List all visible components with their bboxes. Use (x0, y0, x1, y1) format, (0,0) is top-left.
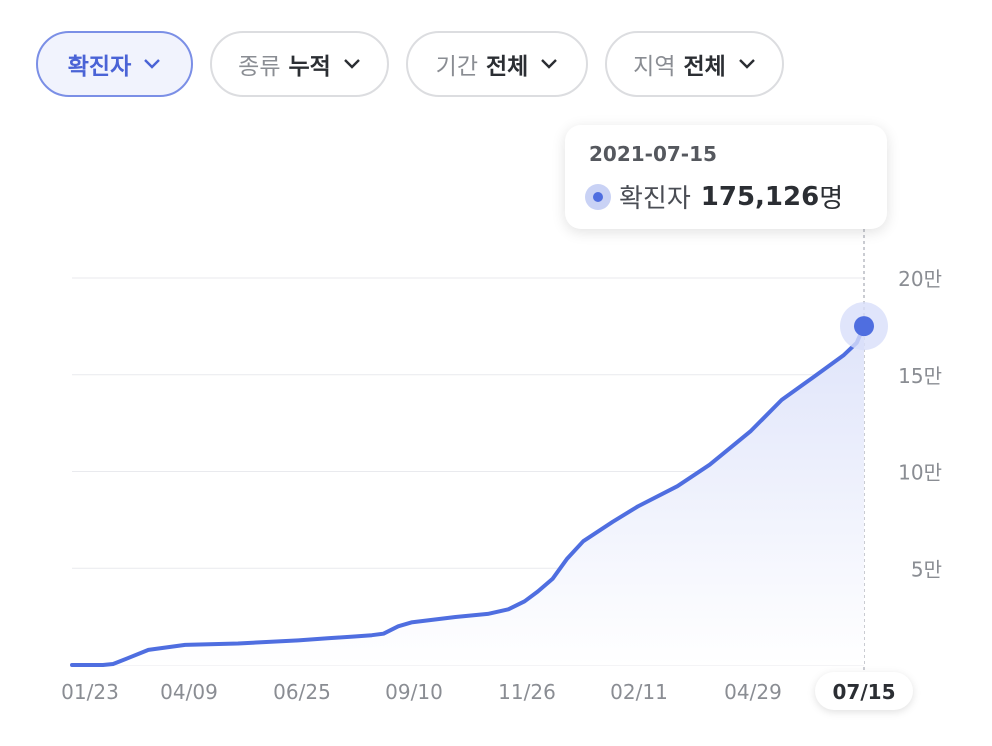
tooltip-series-label: 확진자 (619, 184, 691, 214)
y-tick-label: 20만 (898, 267, 942, 291)
x-tick-label: 04/09 (160, 680, 218, 704)
type-filter-value: 누적 (288, 54, 331, 80)
x-tick-label: 11/26 (498, 680, 556, 704)
type-filter-button[interactable]: 종류 누적 (210, 31, 389, 97)
metric-filter-button[interactable]: 확진자 (36, 31, 193, 97)
metric-filter-label: 확진자 (67, 54, 132, 80)
tooltip-value-row: 확진자 175,126 명 (585, 178, 843, 215)
series-line (70, 324, 866, 667)
x-tick-label: 02/11 (610, 680, 668, 704)
period-filter-label: 기간 (435, 54, 478, 80)
y-tick-label: 10만 (898, 461, 942, 485)
chevron-down-icon (343, 59, 360, 69)
data-tooltip: 2021-07-15 확진자 175,126 명 (565, 125, 887, 229)
series-dot-icon (585, 183, 611, 210)
chevron-down-icon (541, 59, 558, 69)
series-area (72, 326, 864, 665)
tooltip-date: 2021-07-15 (589, 142, 717, 166)
filter-bar: 확진자 종류 누적 기간 전체 지역 전체 (36, 31, 801, 97)
y-tick-label: 15만 (898, 364, 942, 388)
period-filter-value: 전체 (486, 54, 529, 80)
period-filter-button[interactable]: 기간 전체 (406, 31, 588, 97)
highlight-x-tick-badge (815, 672, 913, 710)
region-filter-value: 전체 (683, 54, 726, 80)
tooltip-unit: 명 (819, 184, 844, 214)
region-filter-label: 지역 (633, 54, 676, 80)
highlight-point (854, 316, 874, 337)
region-filter-button[interactable]: 지역 전체 (605, 31, 784, 97)
x-tick-label: 09/10 (385, 680, 443, 704)
x-tick-label: 01/23 (61, 680, 119, 704)
x-tick-label-highlight: 07/15 (833, 680, 896, 704)
tooltip-value: 175,126 (700, 181, 820, 212)
x-tick-label: 04/29 (724, 680, 782, 704)
chevron-down-icon (738, 59, 755, 69)
y-tick-label: 5만 (911, 557, 942, 581)
x-tick-label: 06/25 (273, 680, 331, 704)
chevron-down-icon (144, 59, 161, 69)
type-filter-label: 종류 (238, 54, 281, 80)
